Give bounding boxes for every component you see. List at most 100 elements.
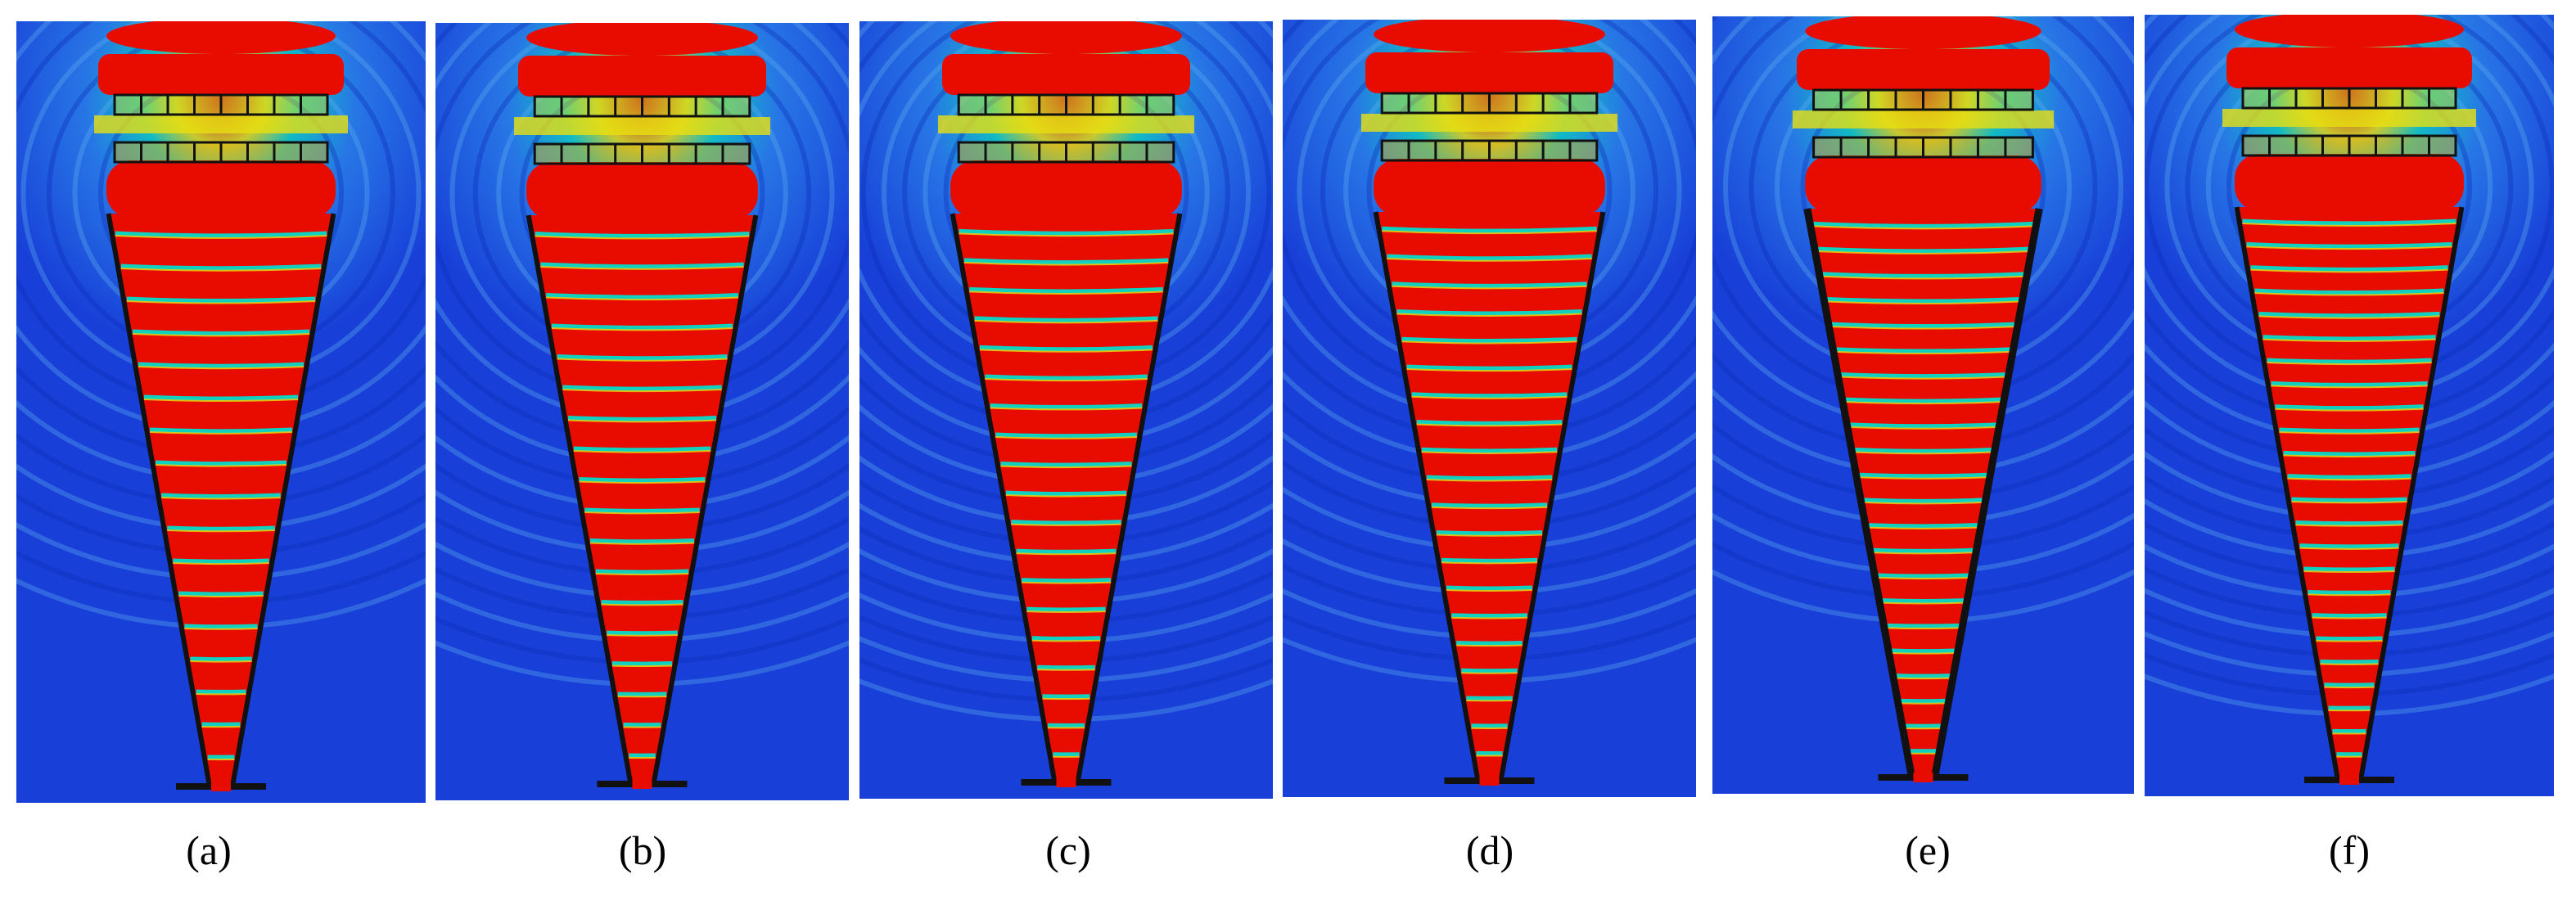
wavefront-edge xyxy=(156,464,286,467)
wavefront-edge xyxy=(990,407,1143,411)
wavefront-line xyxy=(2295,520,2403,526)
wavefront-edge xyxy=(607,634,678,637)
horn-wall-left xyxy=(1803,208,1915,778)
wavefront-edge xyxy=(126,300,316,304)
wavefront-line xyxy=(1031,636,1101,641)
wavefront-edge xyxy=(1817,250,2029,255)
wavefront-line xyxy=(2275,404,2424,411)
panel-label-a: (a) xyxy=(186,827,232,873)
wavefront-edge xyxy=(120,268,322,272)
horn-wavefronts xyxy=(2242,218,2456,758)
feed-port xyxy=(632,779,652,789)
wavefront-line xyxy=(2320,659,2379,664)
wavefront-edge xyxy=(1031,639,1101,642)
wavefront-line xyxy=(1416,420,1563,426)
wavefront-line xyxy=(1021,578,1112,583)
wavefront-edge xyxy=(2246,246,2452,250)
upper-hot-region xyxy=(2226,47,2472,88)
horn-wavefronts xyxy=(1813,221,2033,755)
wavefront-edge xyxy=(1822,275,2024,280)
wavefront-line xyxy=(557,354,728,361)
horn-wavefronts xyxy=(535,232,750,759)
wavefront-line xyxy=(1854,448,1992,453)
wavefront-line xyxy=(1411,392,1568,399)
wavefront-line xyxy=(573,446,711,453)
wavefront-line xyxy=(1878,573,1969,579)
wavefront-edge xyxy=(2262,338,2436,342)
wavefront-edge xyxy=(184,628,258,630)
wavefront-edge xyxy=(551,327,733,331)
wavefront-edge xyxy=(2267,362,2432,366)
wavefront-edge xyxy=(1000,465,1132,469)
wavefront-line xyxy=(2246,241,2452,249)
wavefront-line xyxy=(551,323,733,330)
wavefront-line xyxy=(1836,347,2010,354)
wavefront-edge xyxy=(1392,285,1587,290)
wavefront-line xyxy=(1431,502,1548,508)
wavefront-line xyxy=(161,493,281,498)
wavefront-line xyxy=(178,591,264,597)
wavefront-line xyxy=(1451,613,1527,619)
wavefront-edge xyxy=(601,603,683,606)
wavefront-edge xyxy=(2258,315,2440,319)
wavefront-edge xyxy=(167,529,275,533)
lens-grid xyxy=(2241,87,2457,157)
wavefront-line xyxy=(974,316,1158,322)
wavefront-line xyxy=(143,394,299,401)
wavefront-line xyxy=(589,538,695,544)
horn-field xyxy=(108,214,334,786)
wavefront-edge xyxy=(1436,534,1543,537)
wavefront-edge xyxy=(150,431,292,435)
upper-hot-region xyxy=(1365,52,1613,93)
wavefront-line xyxy=(2262,335,2436,341)
mid-warm-band xyxy=(513,117,771,135)
aperture-hot-region xyxy=(106,160,336,218)
wavefront-edge xyxy=(1446,589,1532,592)
mid-warm-band xyxy=(1792,110,2055,128)
wavefront-edge xyxy=(2250,268,2448,273)
aperture-hot-region xyxy=(950,160,1182,218)
wavefront-line xyxy=(1436,530,1543,536)
wavefront-line xyxy=(2299,543,2399,549)
wavefront-line xyxy=(1461,668,1518,673)
wavefront-line xyxy=(1406,364,1572,371)
horn-wall-right xyxy=(1075,213,1183,783)
wavefront-line xyxy=(535,232,750,238)
wavefront-line xyxy=(2254,288,2444,295)
wavefront-edge xyxy=(974,319,1158,324)
wavefront-line xyxy=(2258,311,2440,318)
wavefront-line xyxy=(1813,221,2033,228)
wavefront-line xyxy=(120,264,322,271)
horn-walls xyxy=(950,213,1183,783)
horn-wavefronts xyxy=(115,231,327,761)
horn-wall-right xyxy=(1931,208,2043,778)
top-hot-band xyxy=(2235,15,2464,47)
wavefront-edge xyxy=(985,377,1148,382)
wavefront-line xyxy=(2267,358,2432,364)
horn-wavefronts xyxy=(959,228,1174,758)
wavefront-edge xyxy=(995,436,1137,439)
feed-port xyxy=(1479,776,1500,786)
wavefront-line xyxy=(138,362,305,368)
wavefront-line xyxy=(595,569,689,574)
wavefront-edge xyxy=(969,291,1163,295)
upper-hot-region xyxy=(98,54,344,95)
upper-hot-region xyxy=(942,54,1190,95)
horn-walls xyxy=(2234,206,2465,781)
panel-label-d: (d) xyxy=(1465,827,1514,873)
wavefront-line xyxy=(540,262,744,269)
wavefront-line xyxy=(1850,422,1996,429)
wavefront-line xyxy=(959,228,1174,236)
wavefront-edge xyxy=(1016,552,1117,556)
wavefront-line xyxy=(979,345,1153,352)
wavefront-line xyxy=(2291,497,2407,502)
wavefront-edge xyxy=(1845,401,2001,405)
wavefront-line xyxy=(1831,322,2015,328)
wavefront-edge xyxy=(173,562,269,565)
wavefront-line xyxy=(126,296,316,304)
wavefront-edge xyxy=(143,399,299,403)
feed-port xyxy=(1913,773,1933,782)
wavefront-line xyxy=(2287,474,2411,480)
wavefront-edge xyxy=(1841,376,2005,380)
wavefront-line xyxy=(1401,336,1577,344)
